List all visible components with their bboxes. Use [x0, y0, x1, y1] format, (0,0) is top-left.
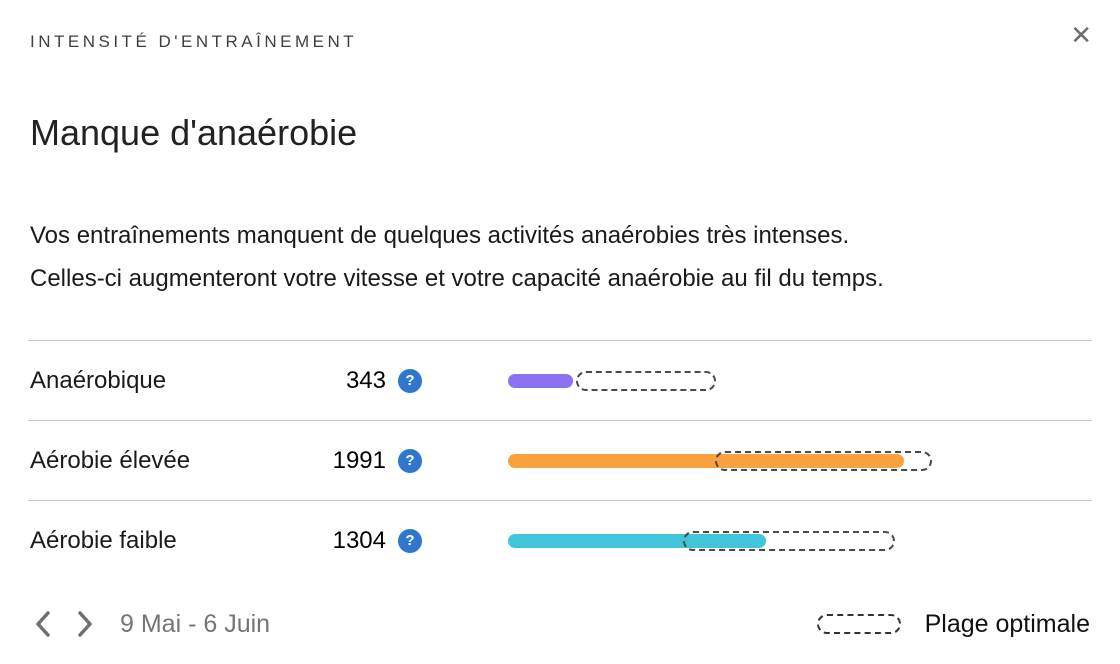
- legend-label: Plage optimale: [924, 609, 1090, 638]
- intensity-table: Anaérobique 343 ? Aérobie élevée 1991 ? …: [28, 340, 1092, 580]
- help-cell: ?: [386, 448, 508, 473]
- low-aerobic-bar: [508, 533, 766, 548]
- next-period-button[interactable]: [72, 608, 98, 640]
- help-cell: ?: [386, 368, 508, 393]
- previous-period-button[interactable]: [30, 608, 56, 640]
- close-icon[interactable]: ✕: [1070, 20, 1092, 50]
- row-label: Aérobie élevée: [30, 446, 191, 474]
- optimal-range-outline: [576, 370, 716, 391]
- help-icon[interactable]: ?: [398, 368, 422, 393]
- help-icon[interactable]: ?: [398, 448, 422, 473]
- row-value: 343: [345, 366, 386, 394]
- date-range-label: 9 Mai - 6 Juin: [120, 609, 271, 638]
- description-line-2: Celles-ci augmenteront votre vitesse et …: [30, 265, 884, 292]
- bar-cell: [508, 501, 1092, 580]
- table-row-anaerobic: Anaérobique 343 ?: [28, 340, 1092, 420]
- bar-cell: [508, 341, 1092, 420]
- row-label: Aérobie faible: [30, 526, 177, 554]
- optimal-range-legend: Plage optimale: [816, 609, 1090, 639]
- help-icon[interactable]: ?: [398, 528, 422, 553]
- date-navigation: 9 Mai - 6 Juin: [30, 608, 270, 640]
- description-text: Vos entraînements manquent de quelques a…: [30, 214, 1095, 300]
- panel-title: INTENSITÉ D'ENTRAÎNEMENT: [30, 32, 358, 51]
- optimal-range-outline: [683, 530, 895, 551]
- row-label: Anaérobique: [30, 366, 167, 394]
- bar-cell: [508, 421, 1092, 500]
- high-aerobic-bar: [508, 453, 904, 468]
- chevron-left-icon: [36, 611, 50, 637]
- anaerobic-bar: [508, 373, 573, 388]
- table-row-high-aerobic: Aérobie élevée 1991 ?: [28, 420, 1092, 500]
- footer: 9 Mai - 6 Juin Plage optimale: [30, 598, 1090, 650]
- description-line-1: Vos entraînements manquent de quelques a…: [30, 222, 850, 249]
- optimal-range-swatch-icon: [816, 614, 901, 634]
- table-row-low-aerobic: Aérobie faible 1304 ?: [28, 500, 1092, 580]
- row-value: 1991: [332, 446, 386, 474]
- chevron-right-icon: [78, 611, 92, 637]
- page-title: Manque d'anaérobie: [30, 112, 358, 153]
- optimal-range-outline: [715, 450, 932, 471]
- row-value: 1304: [332, 526, 386, 554]
- help-cell: ?: [386, 528, 508, 553]
